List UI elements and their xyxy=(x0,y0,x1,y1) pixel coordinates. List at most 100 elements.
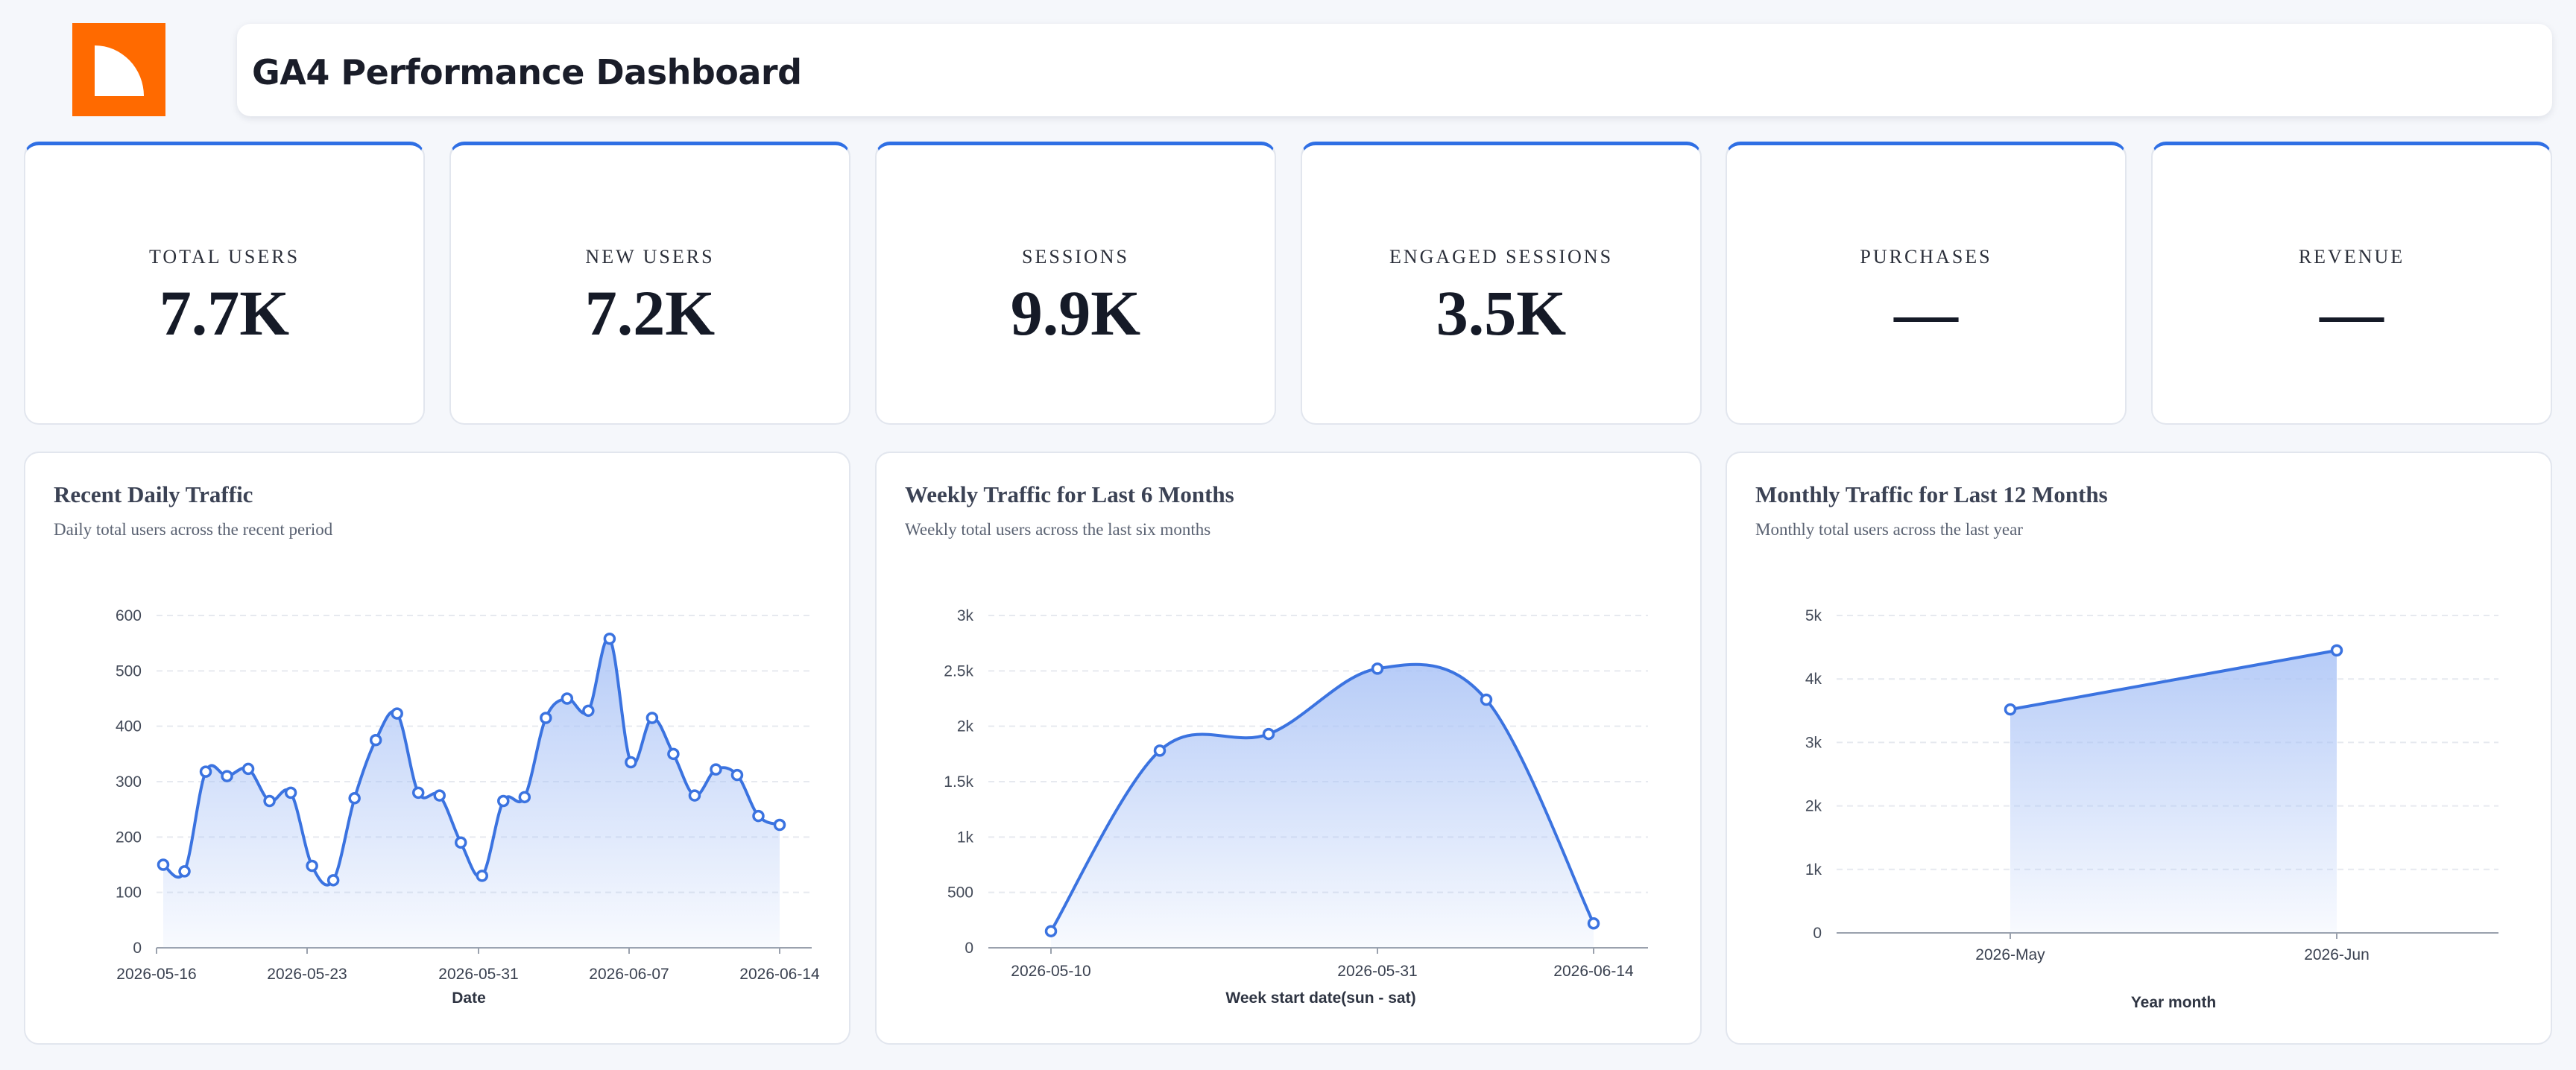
data-point[interactable] xyxy=(221,770,233,782)
data-point[interactable] xyxy=(518,791,531,804)
y-tick-label: 300 xyxy=(116,773,142,791)
data-point[interactable] xyxy=(1153,744,1167,757)
weekly-traffic-chart: 0 500 1k 1.5k 2k 2.5k 3k 2026-05-10 2026-05-31 20… xyxy=(944,607,1648,1007)
data-point[interactable] xyxy=(178,865,191,878)
data-point[interactable] xyxy=(645,712,659,724)
data-point[interactable] xyxy=(688,789,701,802)
kpi-value: 7.2K xyxy=(584,277,716,349)
kpi-label: SESSIONS xyxy=(1022,246,1129,268)
x-tick-label: 2026-06-07 xyxy=(589,966,669,983)
kpi-value: 3.5K xyxy=(1436,277,1567,349)
kpi-label: ENGAGED SESSIONS xyxy=(1389,246,1614,268)
kpi-card-revenue: REVENUE — xyxy=(2151,142,2552,425)
data-point[interactable] xyxy=(1262,727,1275,741)
y-tick-label: 4k xyxy=(1805,671,1822,688)
y-tick-label: 500 xyxy=(947,884,973,902)
data-point[interactable] xyxy=(306,859,318,873)
y-tick-label: 1k xyxy=(1805,861,1822,879)
chart-card-monthly: Monthly Traffic for Last 12 Months Month… xyxy=(1726,452,2552,1045)
daily-traffic-chart: 0 100 200 300 400 500 600 2026-05-16 2026-05-23 2… xyxy=(116,607,820,1007)
data-point[interactable] xyxy=(1587,917,1600,930)
data-point[interactable] xyxy=(263,794,276,808)
kpi-value: 7.7K xyxy=(159,277,290,349)
x-tick-label: 2026-Jun xyxy=(2304,946,2370,963)
x-axis-label: Week start date(sun - sat) xyxy=(1225,990,1415,1007)
chart-title: Weekly Traffic for Last 6 Months xyxy=(905,481,1234,507)
kpi-card-sessions: SESSIONS 9.9K xyxy=(875,142,1276,425)
chart-card-daily: Recent Daily Traffic Daily total users a… xyxy=(24,452,850,1045)
data-point[interactable] xyxy=(1371,662,1384,675)
y-tick-label: 200 xyxy=(116,829,142,846)
logo xyxy=(72,23,165,116)
data-point[interactable] xyxy=(369,734,382,747)
chart-subtitle: Daily total users across the recent peri… xyxy=(54,520,333,539)
data-point[interactable] xyxy=(326,874,340,887)
data-point[interactable] xyxy=(625,756,637,769)
kpi-label: REVENUE xyxy=(2298,246,2405,268)
data-point[interactable] xyxy=(540,712,552,724)
data-point[interactable] xyxy=(2004,703,2017,716)
data-point[interactable] xyxy=(476,870,489,882)
page-title: GA4 Performance Dashboard xyxy=(252,52,802,92)
chart-title: Monthly Traffic for Last 12 Months xyxy=(1755,481,2108,507)
y-tick-label: 0 xyxy=(1813,925,1822,942)
data-point[interactable] xyxy=(561,692,574,705)
chart-card-weekly: Weekly Traffic for Last 6 Months Weekly … xyxy=(875,452,1702,1045)
chart-subtitle: Monthly total users across the last year xyxy=(1755,520,2023,539)
x-tick-label: 2026-05-31 xyxy=(1337,963,1417,980)
data-point[interactable] xyxy=(667,747,680,761)
monthly-traffic-chart: 0 1k 2k 3k 4k 5k 2026-May 2026-Jun Year month xyxy=(1805,607,2498,1011)
kpi-label: NEW USERS xyxy=(585,246,715,268)
kpi-card-total-users: TOTAL USERS 7.7K xyxy=(24,142,425,425)
kpi-value: — xyxy=(2320,277,2384,349)
kpi-card-purchases: PURCHASES — xyxy=(1726,142,2127,425)
data-point[interactable] xyxy=(2330,644,2343,657)
y-tick-label: 1.5k xyxy=(944,773,973,791)
data-point[interactable] xyxy=(773,818,786,832)
y-tick-label: 1k xyxy=(957,829,974,846)
kpi-value: 9.9K xyxy=(1010,277,1141,349)
data-point[interactable] xyxy=(157,858,170,871)
data-point[interactable] xyxy=(752,809,765,823)
series-line xyxy=(1049,662,1595,932)
y-tick-label: 5k xyxy=(1805,607,1822,624)
data-point[interactable] xyxy=(391,707,403,720)
x-tick-label: 2026-05-23 xyxy=(267,966,347,983)
x-tick-label: 2026-06-14 xyxy=(739,966,820,983)
data-point[interactable] xyxy=(730,768,744,782)
x-tick-label: 2026-May xyxy=(1975,946,2045,963)
data-point[interactable] xyxy=(582,704,595,718)
x-tick-label: 2026-05-16 xyxy=(116,966,196,983)
data-point[interactable] xyxy=(1044,925,1058,937)
data-point[interactable] xyxy=(348,792,361,805)
data-point[interactable] xyxy=(411,786,425,800)
kpi-value: — xyxy=(1894,277,1958,349)
data-point[interactable] xyxy=(710,763,722,776)
kpi-label: PURCHASES xyxy=(1860,246,1992,268)
x-axis-label: Year month xyxy=(2131,994,2216,1011)
x-tick-label: 2026-05-31 xyxy=(438,966,518,983)
y-tick-label: 600 xyxy=(116,607,142,624)
data-point[interactable] xyxy=(199,765,212,778)
x-axis-label: Date xyxy=(452,990,486,1007)
data-point[interactable] xyxy=(242,762,255,776)
kpi-card-engaged-sessions: ENGAGED SESSIONS 3.5K xyxy=(1301,142,1702,425)
y-tick-label: 0 xyxy=(965,940,973,957)
data-point[interactable] xyxy=(1480,693,1493,706)
y-tick-label: 2k xyxy=(957,718,974,735)
x-tick-label: 2026-05-10 xyxy=(1011,963,1090,980)
y-tick-label: 0 xyxy=(133,940,142,957)
y-tick-label: 100 xyxy=(116,884,142,902)
series-area xyxy=(163,638,780,948)
series-area xyxy=(2010,650,2337,933)
data-point[interactable] xyxy=(433,789,446,802)
data-point[interactable] xyxy=(284,786,297,800)
data-point[interactable] xyxy=(497,794,510,808)
y-tick-label: 400 xyxy=(116,718,142,735)
series-line xyxy=(2010,648,2337,712)
data-point[interactable] xyxy=(454,836,467,849)
kpi-label: TOTAL USERS xyxy=(148,246,300,268)
header-bar: GA4 Performance Dashboard xyxy=(237,24,2552,116)
data-point[interactable] xyxy=(603,632,616,645)
y-tick-label: 3k xyxy=(1805,734,1822,751)
